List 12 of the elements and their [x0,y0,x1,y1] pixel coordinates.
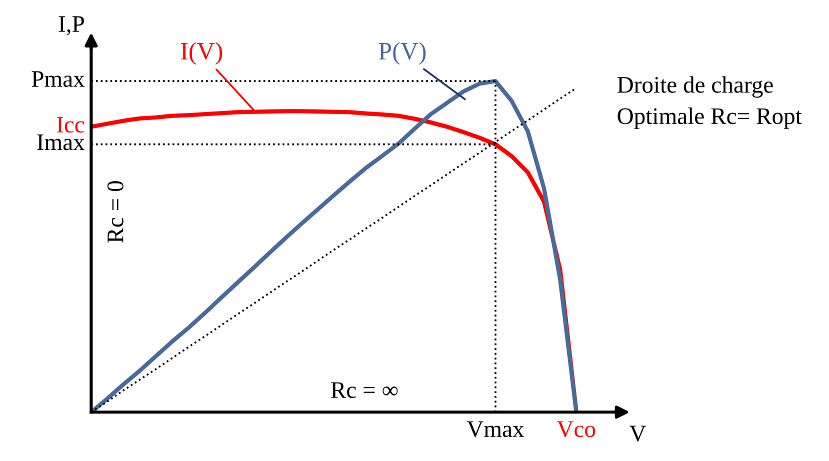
ref-line-label: Pmax [32,71,85,87]
text: Icc [56,116,84,133]
x-axis-title: V [630,426,646,442]
ref-line-label: Imax [37,134,85,150]
text: Droite de charge Optimale Rc= Ropt [617,76,802,129]
annotation: Rc = ∞ [331,382,398,398]
series-label: P(V) [378,42,426,65]
annotation: Rc = 0 [107,181,124,243]
x-tick-label: Vmax [466,421,524,438]
series-label: I(V) [181,42,222,65]
x-tick-label: Vco [556,421,596,438]
y-axis-title: I,P [58,16,84,36]
